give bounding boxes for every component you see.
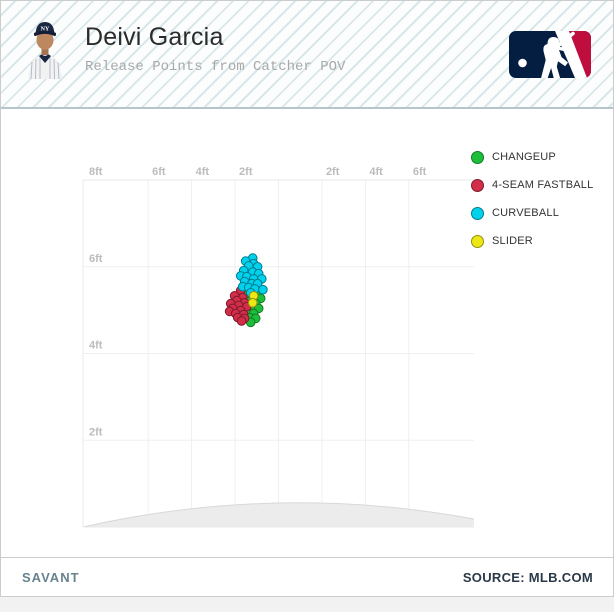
legend-marker-icon: [471, 178, 484, 192]
x-axis-tick-label: 8ft: [89, 166, 103, 178]
source-credit: SOURCE: MLB.COM: [462, 570, 593, 585]
player-photo: NY: [28, 22, 62, 79]
x-axis-tick-label: 2ft: [239, 166, 253, 178]
y-axis-tick-label: 2ft: [89, 426, 103, 438]
legend-item-4-seam-fastball[interactable]: 4-SEAM FASTBALL: [471, 171, 593, 199]
footer-bar: SAVANT SOURCE: MLB.COM: [1, 557, 613, 596]
legend-item-curveball[interactable]: CURVEBALL: [471, 199, 593, 227]
x-axis-tick-label: 2ft: [326, 166, 340, 178]
y-axis-tick-label: 4ft: [89, 340, 103, 352]
pitching-mound: [83, 502, 474, 527]
svg-text:NY: NY: [41, 27, 50, 33]
savant-card: NY Deivi Garcia Release Points from Catc…: [0, 0, 614, 597]
header-titles: Deivi Garcia Release Points from Catcher…: [85, 23, 345, 75]
pitch-legend: CHANGEUP 4-SEAM FASTBALL CURVEBALL SLIDER: [471, 143, 593, 255]
chart-subtitle: Release Points from Catcher POV: [85, 59, 346, 75]
legend-marker-icon: [471, 206, 484, 220]
legend-item-changeup[interactable]: CHANGEUP: [471, 143, 593, 171]
x-axis-tick-label: 6ft: [413, 166, 427, 178]
mound-outline: [82, 502, 475, 528]
legend-marker-icon: [471, 150, 484, 164]
x-axis-tick-label: 4ft: [369, 166, 383, 178]
savant-brand: SAVANT: [22, 570, 80, 585]
page-title: Deivi Garcia: [85, 23, 224, 51]
x-axis-tick-label: 4ft: [196, 166, 210, 178]
y-axis-tick-label: 6ft: [89, 253, 103, 265]
mlb-logo-icon: [509, 31, 591, 78]
release-point-dot[interactable]: [258, 284, 268, 295]
chart-area: 8ft 6ft 4ft 2ft 2ft 4ft 6ft 6ft 4ft 2ft CHANGEUP 4…: [1, 109, 613, 557]
release-point-chart: 8ft 6ft 4ft 2ft 2ft 4ft 6ft 6ft 4ft 2ft: [82, 166, 475, 528]
x-axis-tick-label: 6ft: [152, 166, 166, 178]
legend-label: CHANGEUP: [492, 151, 556, 163]
legend-label: CURVEBALL: [492, 207, 560, 219]
legend-marker-icon: [471, 234, 484, 248]
legend-item-slider[interactable]: SLIDER: [471, 227, 593, 255]
header-banner: NY Deivi Garcia Release Points from Catc…: [1, 1, 613, 109]
release-point-dot[interactable]: [247, 298, 258, 308]
legend-label: 4-SEAM FASTBALL: [492, 179, 594, 191]
release-point-dot[interactable]: [236, 316, 247, 326]
legend-label: SLIDER: [492, 235, 533, 247]
